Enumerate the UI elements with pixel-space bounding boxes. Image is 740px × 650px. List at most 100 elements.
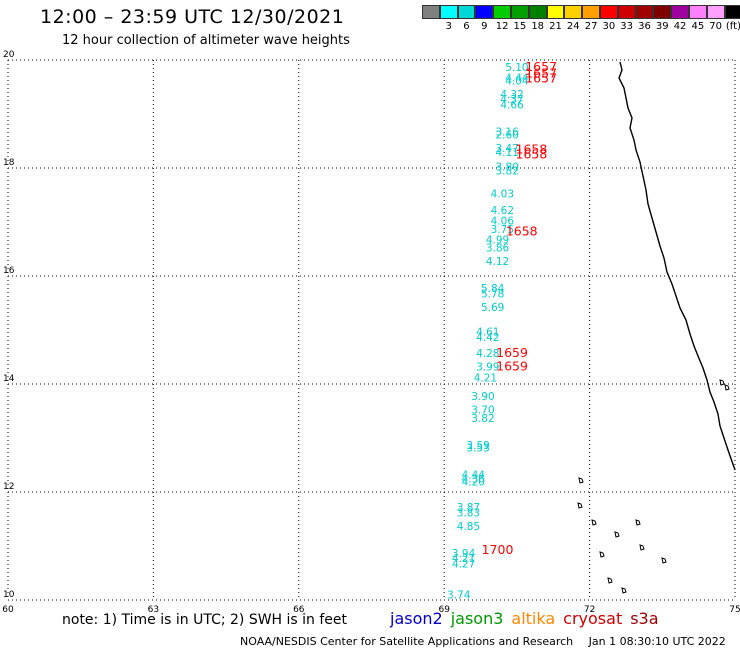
island-outline bbox=[639, 544, 645, 551]
wave-height-label: 3.16 bbox=[496, 127, 520, 139]
scale-label: 27 bbox=[584, 21, 598, 32]
scale-swatch bbox=[528, 5, 547, 19]
scale-label: 36 bbox=[638, 21, 651, 32]
wave-height-label: 4.62 bbox=[491, 205, 514, 217]
scale-label: 12 bbox=[495, 21, 509, 32]
scale-cell: 27 bbox=[582, 5, 600, 32]
footnote: note: 1) Time is in UTC; 2) SWH is in fe… bbox=[62, 612, 348, 628]
scale-label: 30 bbox=[602, 21, 616, 32]
scale-swatch bbox=[510, 5, 529, 19]
wave-height-label: 4.61 bbox=[476, 326, 499, 338]
time-stamp-label: 1657 bbox=[525, 65, 557, 80]
scale-cell: 9 bbox=[475, 5, 494, 32]
map-title: 12:00 – 23:59 UTC 12/30/2021 bbox=[40, 6, 345, 28]
scale-swatch bbox=[422, 5, 440, 19]
x-tick-label: 60 bbox=[2, 605, 14, 615]
scale-cell: 30 bbox=[599, 5, 618, 32]
wave-height-label: 4.11 bbox=[496, 147, 519, 159]
satellite-legend-item: jason2 bbox=[390, 609, 443, 628]
island-outline bbox=[661, 557, 667, 564]
scale-swatch bbox=[493, 5, 511, 19]
scale-cell: 15 bbox=[510, 5, 529, 32]
y-tick-label: 20 bbox=[3, 50, 15, 60]
wave-height-label: 3.82 bbox=[496, 165, 519, 177]
x-tick-label: 66 bbox=[293, 605, 305, 615]
wave-height-label: 3.47 bbox=[496, 143, 519, 155]
scale-cell: 33 bbox=[617, 5, 636, 32]
scale-swatch bbox=[706, 5, 725, 19]
credit-org: NOAA/NESDIS Center for Satellite Applica… bbox=[240, 635, 574, 648]
satellite-legend-item: cryosat bbox=[563, 609, 623, 628]
wave-height-label: 4.21 bbox=[452, 553, 475, 565]
scale-swatch bbox=[688, 5, 707, 19]
wave-height-label: 3.94 bbox=[452, 548, 476, 560]
wave-height-label: 3.86 bbox=[486, 243, 510, 255]
wave-height-label: 4.44 bbox=[462, 470, 486, 482]
island-outline bbox=[591, 519, 597, 526]
scale-label: 18 bbox=[531, 21, 545, 32]
scale-cell: 70 bbox=[706, 5, 725, 32]
wave-height-label: 4.37 bbox=[500, 94, 523, 106]
wave-height-label: 5.10 bbox=[505, 62, 528, 74]
scale-cell bbox=[422, 5, 440, 32]
scale-cell: 3 bbox=[439, 5, 458, 32]
scale-label: 42 bbox=[673, 21, 687, 32]
satellite-legend-item: s3a bbox=[630, 609, 659, 628]
time-stamp-label: 1658 bbox=[506, 224, 538, 239]
wave-height-label: 4.28 bbox=[476, 348, 499, 360]
time-stamp-label: 1658 bbox=[516, 146, 548, 161]
scale-swatch bbox=[724, 5, 740, 19]
wave-height-label: 3.59 bbox=[466, 440, 489, 452]
y-tick-label: 12 bbox=[3, 482, 14, 492]
scale-swatch bbox=[671, 5, 689, 19]
scale-label: 24 bbox=[566, 21, 580, 32]
wave-height-label: 4.04 bbox=[505, 75, 529, 87]
scale-swatch bbox=[599, 5, 618, 19]
scale-label: 39 bbox=[655, 21, 669, 32]
scale-cell: 24 bbox=[564, 5, 583, 32]
island-outline bbox=[635, 519, 641, 526]
island-outline bbox=[607, 577, 613, 584]
scale-swatch bbox=[439, 5, 458, 19]
credit-timestamp: Jan 1 08:30:10 UTC 2022 bbox=[588, 635, 726, 648]
scale-cell: 42 bbox=[671, 5, 689, 32]
wave-height-label: 3.75 bbox=[491, 224, 514, 236]
wave-height-label: 4.44 bbox=[505, 73, 529, 85]
scale-cell: 18 bbox=[528, 5, 547, 32]
y-tick-label: 14 bbox=[3, 374, 15, 384]
wave-height-label: 4.66 bbox=[500, 100, 524, 112]
y-tick-label: 16 bbox=[3, 266, 15, 276]
coastline bbox=[577, 61, 736, 594]
wave-height-label: 4.32 bbox=[500, 89, 523, 101]
x-tick-label: 75 bbox=[729, 605, 740, 615]
scale-cell: 36 bbox=[635, 5, 654, 32]
scale-swatch bbox=[582, 5, 600, 19]
scale-cell: (ft) bbox=[724, 5, 740, 32]
island-outline bbox=[578, 477, 584, 484]
wave-height-label: 4.99 bbox=[486, 235, 509, 247]
island-outline bbox=[614, 531, 620, 538]
island-outline bbox=[621, 587, 627, 594]
y-tick-label: 10 bbox=[3, 590, 15, 600]
wave-height-label: 4.42 bbox=[476, 332, 499, 344]
scale-label: 70 bbox=[709, 21, 723, 32]
time-stamp-label: 1657 bbox=[525, 71, 557, 86]
wave-height-label: 5.69 bbox=[481, 302, 504, 314]
color-scale-legend: 3 6 9 12 15 18 21 24 27 30 33 36 39 42 45 70 (ft) bbox=[422, 5, 740, 32]
satellite-legend: jason2 jason3 altika cryosat s3a bbox=[390, 609, 667, 628]
scale-cell: 39 bbox=[653, 5, 672, 32]
x-tick-label: 72 bbox=[584, 605, 595, 615]
scale-swatch bbox=[617, 5, 636, 19]
y-tick-label: 18 bbox=[3, 158, 15, 168]
wave-height-label: 3.99 bbox=[476, 362, 499, 374]
map-grid bbox=[7, 59, 736, 601]
scale-swatch bbox=[564, 5, 583, 19]
time-stamp-label: 1658 bbox=[516, 141, 548, 156]
time-stamp-label: 1659 bbox=[496, 345, 528, 360]
wave-height-label: 3.53 bbox=[466, 443, 489, 455]
scale-label: 9 bbox=[481, 21, 488, 32]
wave-height-labels: 5.104.444.044.324.374.663.162.603.474.11… bbox=[447, 62, 529, 602]
satellite-legend-item: altika bbox=[511, 609, 556, 628]
wave-height-label: 4.06 bbox=[491, 216, 515, 228]
